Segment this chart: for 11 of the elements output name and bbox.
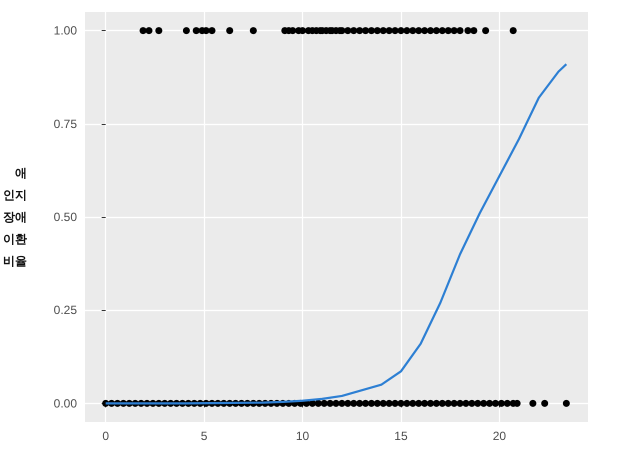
y-tick-label: 0.75	[54, 116, 78, 131]
y-axis-title: 애 인지 장애 이환 비율	[3, 166, 27, 268]
x-tick-label: 20	[492, 429, 506, 443]
x-tick-label: 5	[200, 429, 208, 443]
x-tick-label: 10	[296, 429, 310, 443]
y-tick-label: 0.00	[54, 396, 78, 410]
y-tick-label: 1.00	[54, 24, 78, 38]
y-tick-label: 0.25	[54, 303, 78, 318]
x-tick-label: 15	[394, 429, 408, 443]
x-tick-label: 0	[102, 429, 110, 443]
y-tick-label: 0.50	[54, 210, 78, 224]
